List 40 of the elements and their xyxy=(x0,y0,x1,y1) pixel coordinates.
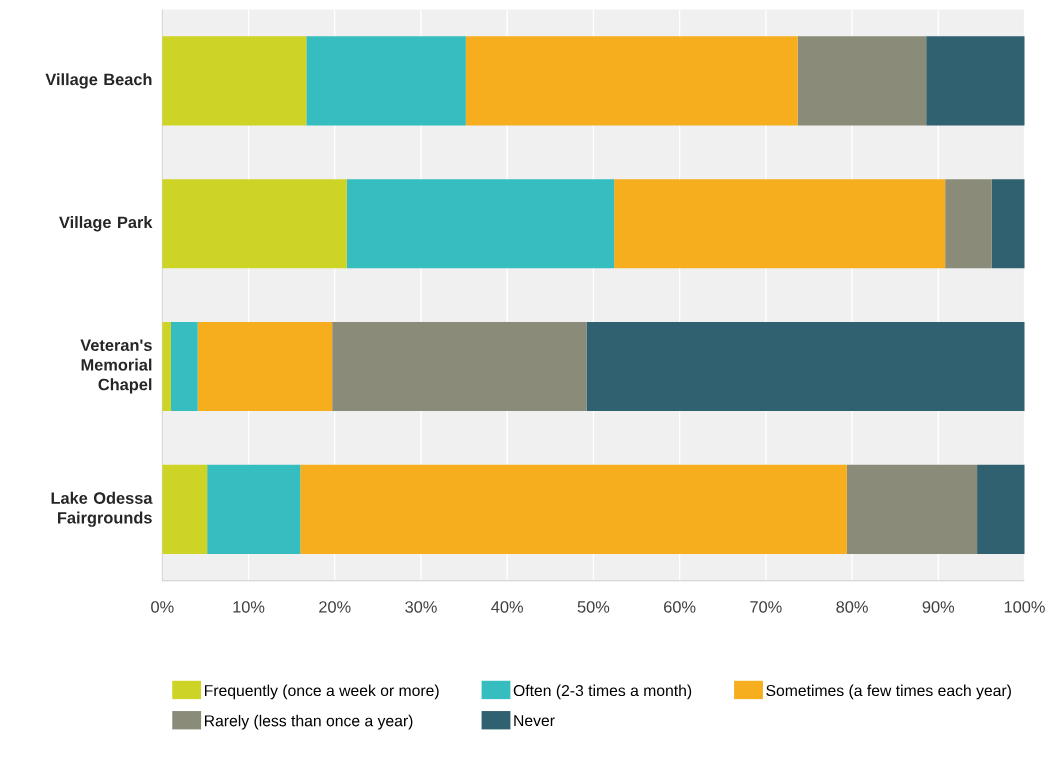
bar xyxy=(162,179,347,269)
bar xyxy=(162,36,307,126)
x-tick-label: 80% xyxy=(836,601,868,613)
bar xyxy=(797,36,927,126)
x-tick-label: 0% xyxy=(151,601,174,613)
bar xyxy=(977,465,1025,555)
y-tick-label: Veteran's Memorial Chapel xyxy=(80,339,152,394)
bar xyxy=(207,465,301,555)
legend-label: Often (2-3 times a month) xyxy=(513,684,692,700)
x-tick-label: 30% xyxy=(405,601,437,613)
x-tick-label: 70% xyxy=(750,601,782,613)
bar xyxy=(300,465,847,555)
legend-label: Rarely (less than once a year) xyxy=(205,715,413,730)
x-tick-label: 100% xyxy=(1004,601,1045,613)
x-tick-label: 50% xyxy=(577,601,610,613)
legend-label: Never xyxy=(514,715,555,727)
bar xyxy=(846,465,978,555)
bar xyxy=(332,322,587,412)
bar xyxy=(197,322,333,412)
x-tick-label: 60% xyxy=(664,601,696,613)
x-tick-label: 40% xyxy=(491,601,523,613)
bar xyxy=(162,322,171,412)
bar xyxy=(991,179,1025,269)
x-tick-label: 90% xyxy=(922,601,955,613)
bar xyxy=(926,36,1025,126)
y-tick-label: Village Park xyxy=(59,216,153,232)
legend-label: Frequently (once a week or more) xyxy=(205,684,439,700)
bar xyxy=(170,322,198,412)
bar xyxy=(586,322,1025,412)
y-tick-label: Village Beach xyxy=(45,73,152,89)
x-tick-label: 20% xyxy=(319,601,351,613)
x-tick-label: 10% xyxy=(233,601,265,613)
bar xyxy=(162,465,208,555)
bar xyxy=(346,179,615,269)
bar xyxy=(945,179,992,269)
bar xyxy=(306,36,466,126)
bar xyxy=(614,179,946,269)
legend-label: Sometimes (a few times each year) xyxy=(766,684,1011,700)
bar xyxy=(465,36,798,126)
y-tick-label: Lake Odessa Fairgrounds xyxy=(51,492,153,528)
